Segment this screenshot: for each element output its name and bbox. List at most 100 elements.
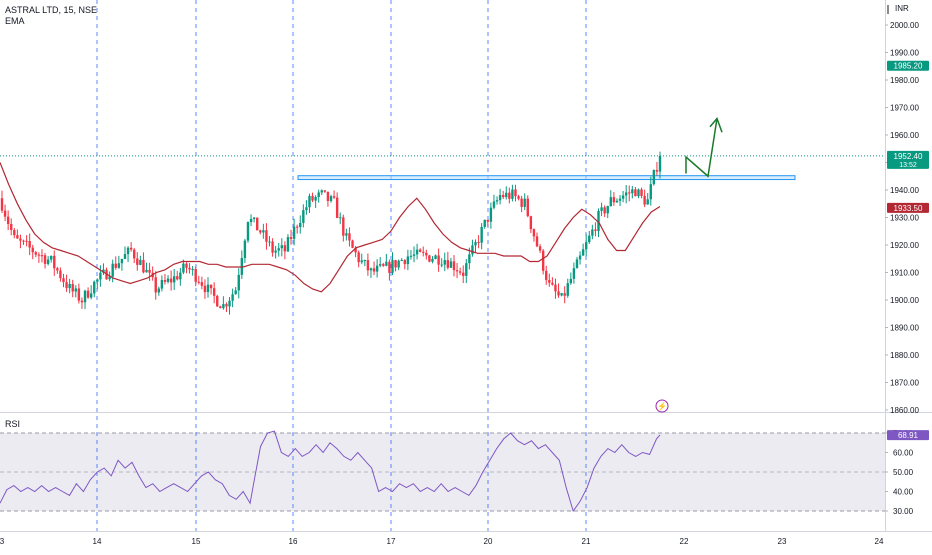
candle-body xyxy=(114,263,117,268)
candle-body xyxy=(606,206,609,214)
price-tag-text: 1933.50 xyxy=(894,204,923,213)
time-tick-label: 20 xyxy=(484,537,493,546)
candle-body xyxy=(385,261,388,266)
candle-body xyxy=(305,207,308,211)
candle-body xyxy=(397,260,400,268)
candle-body xyxy=(425,252,428,256)
candle-body xyxy=(274,250,277,253)
candle-body xyxy=(511,189,514,199)
candle-body xyxy=(458,271,462,273)
candle-body xyxy=(428,255,431,262)
chart-header: ASTRAL LTD, 15, NSE EMA xyxy=(5,5,97,27)
candle-body xyxy=(80,300,84,303)
price-tick-label: 1910.00 xyxy=(890,269,919,278)
candle-body xyxy=(19,238,22,241)
candle-body xyxy=(40,255,44,257)
candle-body xyxy=(74,288,77,292)
candle-body xyxy=(185,263,188,268)
rsi-indicator-label[interactable]: RSI xyxy=(5,419,21,429)
candle-body xyxy=(437,255,440,265)
price-tag-text: 1985.20 xyxy=(894,62,923,71)
candle-body xyxy=(262,230,265,233)
candle-body xyxy=(455,270,459,272)
candle-body xyxy=(468,254,471,264)
candle-body xyxy=(34,252,38,255)
candle-body xyxy=(265,230,268,242)
candle-body xyxy=(351,240,354,248)
candle-body xyxy=(603,207,606,214)
symbol-line[interactable]: ASTRAL LTD, 15, NSE xyxy=(5,5,98,15)
candle-body xyxy=(16,235,19,239)
candle-body xyxy=(597,210,600,231)
candle-body xyxy=(434,255,437,259)
time-tick-label: 23 xyxy=(778,537,787,546)
candle-body xyxy=(0,198,4,211)
candle-body xyxy=(163,280,167,282)
candle-body xyxy=(329,196,333,202)
price-tick-label: 1940.00 xyxy=(890,186,919,195)
candle-body xyxy=(268,241,271,243)
candle-body xyxy=(234,290,237,295)
candle-body xyxy=(643,195,646,205)
candle-body xyxy=(200,282,204,286)
candle-body xyxy=(538,246,542,251)
candle-body xyxy=(449,261,453,268)
candle-body xyxy=(99,272,102,280)
candle-body xyxy=(486,219,490,222)
candle-body xyxy=(117,263,121,268)
candle-body xyxy=(283,245,287,252)
candle-body xyxy=(166,278,170,282)
candle-body xyxy=(302,210,305,223)
candle-body xyxy=(345,233,348,236)
candle-body xyxy=(517,196,520,199)
candle-body xyxy=(474,242,477,246)
candle-body xyxy=(86,290,90,298)
ema-line xyxy=(0,162,661,293)
projection-arrowhead xyxy=(709,117,723,133)
candle-body xyxy=(13,229,16,236)
candle-body xyxy=(203,285,207,293)
candle-body xyxy=(120,258,124,264)
time-tick-label: 22 xyxy=(680,537,689,546)
candle-body xyxy=(403,259,406,265)
candle-body xyxy=(102,269,105,273)
candle-body xyxy=(228,300,231,307)
time-tick-label: 17 xyxy=(387,537,396,546)
candle-body xyxy=(406,256,410,265)
candle-body xyxy=(440,264,443,266)
candle-body xyxy=(471,245,474,255)
candle-body xyxy=(646,199,649,205)
candle-body xyxy=(6,216,10,224)
candle-body xyxy=(526,198,529,217)
price-tag-countdown: 13:52 xyxy=(899,162,917,169)
candle-body xyxy=(637,189,640,197)
candle-body xyxy=(46,259,50,264)
ema-indicator-label[interactable]: EMA xyxy=(5,16,25,26)
candle-body xyxy=(366,260,370,271)
price-axis-tag[interactable]: 1933.50 xyxy=(887,202,929,213)
candle-body xyxy=(25,240,28,242)
projection-path xyxy=(685,118,718,178)
candle-body xyxy=(37,254,41,256)
candle-body xyxy=(145,269,148,273)
candle-body xyxy=(382,264,385,266)
candle-body xyxy=(59,270,62,279)
candle-body xyxy=(326,191,330,202)
candle-body xyxy=(194,268,197,282)
price-tag-text: 1952.40 xyxy=(894,152,923,161)
candle-body xyxy=(563,293,566,296)
time-tick-label: 21 xyxy=(582,537,591,546)
candle-body xyxy=(53,255,56,269)
candle-body xyxy=(28,241,31,248)
candle-body xyxy=(557,291,560,296)
candle-body xyxy=(575,259,579,269)
candle-body xyxy=(154,277,157,293)
candle-body xyxy=(480,226,483,243)
candle-body xyxy=(658,155,662,172)
candle-body xyxy=(280,245,284,249)
candle-body xyxy=(320,190,323,193)
price-axis-tag[interactable]: 1985.20 xyxy=(887,60,929,71)
